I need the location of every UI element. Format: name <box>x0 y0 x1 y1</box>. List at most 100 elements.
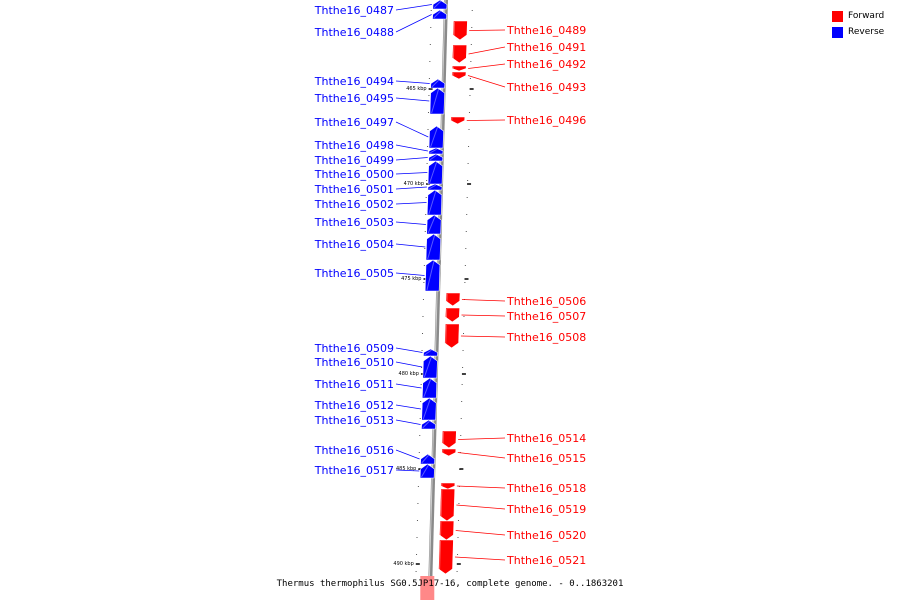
minor-tick-dot <box>461 384 463 385</box>
minor-tick-dot <box>462 367 464 368</box>
gene-label[interactable]: Ththe16_0520 <box>506 529 586 542</box>
gene-label[interactable]: Ththe16_0517 <box>314 464 394 477</box>
gene-label[interactable]: Ththe16_0500 <box>314 168 394 181</box>
gene-label[interactable]: Ththe16_0487 <box>314 4 394 17</box>
gene-label-leader <box>458 437 506 440</box>
gene-label-leader <box>457 452 506 459</box>
gene-label[interactable]: Ththe16_0502 <box>314 198 394 211</box>
gene-label[interactable]: Ththe16_0503 <box>314 216 394 229</box>
minor-tick-dot <box>468 129 470 130</box>
legend-item-reverse: Reverse <box>832 24 892 40</box>
gene-label[interactable]: Ththe16_0497 <box>314 116 394 129</box>
gene-label[interactable]: Ththe16_0496 <box>506 114 586 127</box>
kbp-tick-label: 485 kbp <box>396 466 416 472</box>
gene-label[interactable]: Ththe16_0521 <box>506 554 586 567</box>
gene-label[interactable]: Ththe16_0512 <box>314 399 394 412</box>
minor-tick-dot <box>421 367 423 368</box>
minor-tick-dot <box>417 486 419 487</box>
gene-label[interactable]: Ththe16_0498 <box>314 139 394 152</box>
minor-tick-dot <box>423 282 425 283</box>
gene-label[interactable]: Ththe16_0504 <box>314 238 394 251</box>
minor-tick-dot <box>466 197 468 198</box>
gene-label-leader <box>395 383 422 389</box>
gene-label[interactable]: Ththe16_0493 <box>506 81 586 94</box>
gene-label[interactable]: Ththe16_0489 <box>506 24 586 37</box>
gene-label[interactable]: Ththe16_0495 <box>314 92 394 105</box>
gene-label-leader <box>395 14 432 33</box>
gene-reverse-arrow <box>419 463 435 479</box>
gene-highlight <box>424 349 432 356</box>
gene-forward-arrow <box>450 116 466 125</box>
gene-label-leader <box>395 221 426 225</box>
minor-tick-dot <box>423 265 425 266</box>
gene-forward-arrow <box>438 539 454 575</box>
gene-label-leader <box>395 419 421 425</box>
gene-label-leader <box>469 29 506 31</box>
gene-forward-arrow <box>440 482 456 490</box>
gene-label[interactable]: Ththe16_0488 <box>314 26 394 39</box>
gene-forward-arrow <box>452 20 468 41</box>
gene-label[interactable]: Ththe16_0494 <box>314 75 394 88</box>
gene-highlight <box>429 154 438 161</box>
gene-label-leader <box>468 46 506 55</box>
gene-label[interactable]: Ththe16_0509 <box>314 342 394 355</box>
gene-label[interactable]: Ththe16_0511 <box>314 378 394 391</box>
gene-label[interactable]: Ththe16_0501 <box>314 183 394 196</box>
kbp-tick-label: 490 kbp <box>393 561 413 567</box>
minor-tick-dot <box>460 418 462 419</box>
gene-label[interactable]: Ththe16_0508 <box>506 331 586 344</box>
gene-label[interactable]: Ththe16_0506 <box>506 295 586 308</box>
gene-highlight <box>428 190 437 215</box>
minor-tick-dot <box>422 333 424 334</box>
minor-tick-dot <box>428 78 430 79</box>
minor-tick-dot <box>422 316 424 317</box>
minor-tick-dot <box>458 503 460 504</box>
legend: Forward Reverse <box>832 8 892 40</box>
gene-highlight <box>453 21 455 40</box>
legend-item-forward: Forward <box>832 8 892 24</box>
gene-reverse-arrow <box>421 419 436 430</box>
minor-tick-dot <box>457 537 459 538</box>
gene-label-leader <box>395 243 426 248</box>
minor-tick-dot <box>415 571 417 572</box>
gene-label-leader <box>395 97 430 102</box>
gene-forward-arrow <box>441 448 457 457</box>
gene-label[interactable]: Ththe16_0514 <box>506 432 586 445</box>
minor-tick-dot <box>457 554 459 555</box>
minor-tick-dot <box>418 452 420 453</box>
minor-tick-dot <box>471 10 473 11</box>
minor-tick-dot <box>424 231 426 232</box>
gene-label-leader <box>456 485 506 489</box>
minor-tick-dot <box>471 27 473 28</box>
gene-label[interactable]: Ththe16_0499 <box>314 154 394 167</box>
minor-tick-dot <box>469 95 471 96</box>
minor-tick-dot <box>460 435 462 436</box>
gene-label[interactable]: Ththe16_0507 <box>506 310 586 323</box>
gene-label[interactable]: Ththe16_0505 <box>314 267 394 280</box>
minor-tick-dot <box>429 61 431 62</box>
gene-reverse-arrow <box>432 0 448 10</box>
gene-forward-arrow <box>445 292 461 307</box>
gene-label[interactable]: Ththe16_0515 <box>506 452 586 465</box>
gene-label[interactable]: Ththe16_0516 <box>314 444 394 457</box>
gene-highlight <box>445 324 447 348</box>
gene-label-leader <box>395 4 432 11</box>
minor-tick-dot <box>456 571 458 572</box>
gene-label-leader <box>456 504 506 510</box>
gene-label-leader <box>395 186 427 190</box>
gene-label[interactable]: Ththe16_0518 <box>506 482 586 495</box>
minor-tick-dot <box>416 554 418 555</box>
minor-tick-dot <box>424 248 426 249</box>
gene-label[interactable]: Ththe16_0510 <box>314 356 394 369</box>
gene-label[interactable]: Ththe16_0492 <box>506 58 586 71</box>
genome-caption: Thermus thermophilus SG0.5JP17-16, compl… <box>276 579 624 589</box>
gene-label-leader <box>468 63 506 69</box>
minor-tick-dot <box>457 520 459 521</box>
gene-label[interactable]: Ththe16_0513 <box>314 414 394 427</box>
axis-ticks: 465 kbp 470 kbp 475 kbp 480 kbp 485 kbp 490 k… <box>393 86 474 567</box>
gene-label[interactable]: Ththe16_0519 <box>506 503 586 516</box>
minor-tick-dot <box>428 95 430 96</box>
gene-label[interactable]: Ththe16_0491 <box>506 41 586 54</box>
gene-label-leader <box>395 347 423 353</box>
